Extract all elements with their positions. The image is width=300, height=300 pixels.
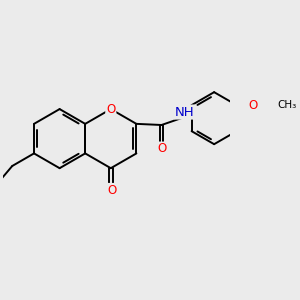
Text: O: O bbox=[157, 142, 166, 155]
Text: O: O bbox=[106, 103, 116, 116]
Text: CH₃: CH₃ bbox=[277, 100, 296, 110]
Text: NH: NH bbox=[175, 106, 194, 118]
Text: O: O bbox=[248, 99, 257, 112]
Text: O: O bbox=[107, 184, 117, 197]
